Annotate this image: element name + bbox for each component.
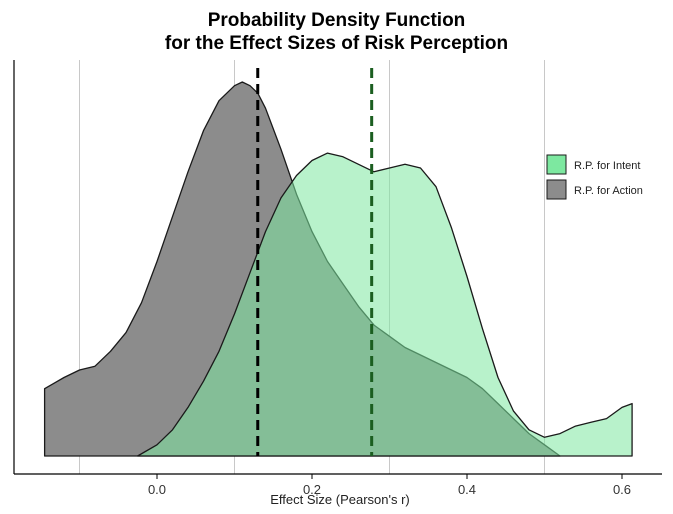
- legend-swatch: [546, 154, 567, 175]
- legend-label: R.P. for Intent: [574, 160, 640, 172]
- x-tick-label: 0.4: [458, 482, 476, 497]
- x-tick-label: 0.2: [303, 482, 321, 497]
- x-ticks: 0.0 0.2 0.4 0.6: [148, 474, 631, 497]
- chart-subtitle: for the Effect Sizes of Risk Perception: [164, 33, 509, 54]
- axes: [13, 60, 662, 475]
- x-axis-label: Effect Size (Pearson's r): [270, 492, 410, 507]
- legend: R.P. for Intent R.P. for Action: [546, 154, 643, 200]
- legend-label: R.P. for Action: [574, 185, 643, 197]
- x-tick-label: 0.0: [148, 482, 166, 497]
- density-areas: [43, 81, 633, 457]
- x-tick-label: 0.6: [613, 482, 631, 497]
- chart-title: Probability Density Function: [207, 10, 466, 31]
- legend-swatch: [546, 179, 567, 200]
- density-area: [136, 152, 633, 457]
- mean-lines: [256, 68, 374, 456]
